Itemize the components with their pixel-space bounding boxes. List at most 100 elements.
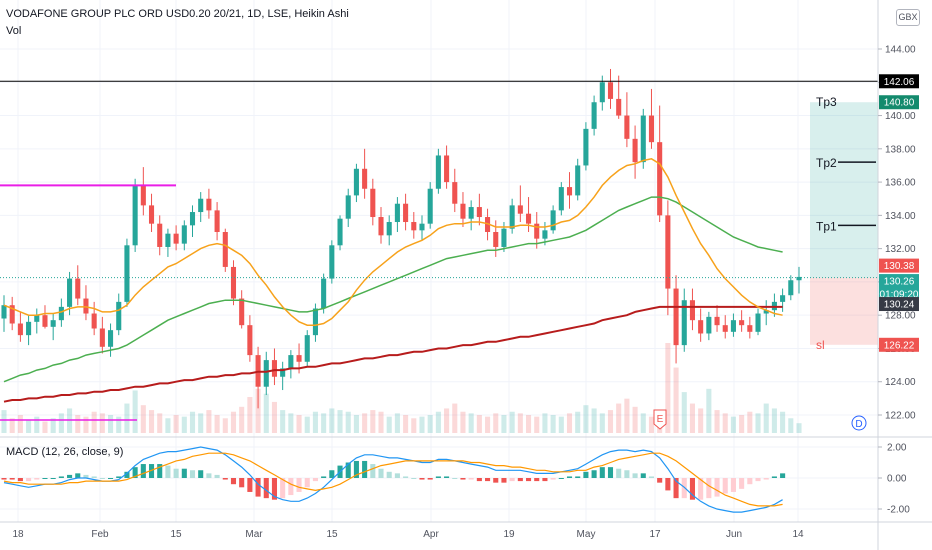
macd-hist-bar — [599, 467, 605, 478]
volume-bar — [542, 413, 548, 433]
macd-hist-bar — [657, 478, 663, 483]
volume-bar — [583, 405, 589, 433]
volume-bar — [788, 418, 794, 433]
earnings-marker[interactable]: E — [653, 409, 667, 430]
volume-bar — [747, 411, 753, 433]
candle-body — [370, 188, 376, 218]
volume-bar — [165, 418, 171, 433]
volume-legend[interactable]: Vol — [6, 25, 22, 37]
volume-bar — [648, 416, 655, 433]
volume-bar — [189, 411, 196, 433]
macd-hist-bar — [222, 478, 228, 480]
candle-body — [353, 168, 359, 196]
stop-loss-zone — [810, 277, 878, 345]
macd-hist-bar — [640, 473, 646, 478]
macd-hist-bar — [706, 478, 712, 499]
candle-body — [435, 155, 441, 189]
candle-body — [673, 288, 679, 346]
volume-bar — [42, 421, 48, 433]
macd-hist-bar — [747, 478, 753, 485]
candle-body — [189, 212, 196, 226]
volume-bar — [558, 416, 564, 433]
price-tick-label: 138.00 — [885, 144, 916, 155]
volume-bar — [99, 413, 105, 433]
dividend-marker[interactable]: D — [851, 415, 867, 431]
volume-bar — [730, 416, 736, 433]
time-tick-label: Feb — [91, 529, 109, 540]
volume-bar — [116, 416, 122, 433]
candle-body — [648, 115, 655, 143]
svg-text:01:09:20: 01:09:20 — [880, 290, 919, 301]
price-tick-label: 144.00 — [885, 45, 916, 56]
volume-bar — [378, 411, 384, 433]
volume-bar — [255, 388, 261, 433]
candle-body — [698, 320, 704, 334]
macd-hist-bar — [771, 476, 777, 478]
candle-body — [362, 168, 368, 189]
volume-bar — [362, 413, 368, 433]
macd-hist-bar — [91, 476, 97, 478]
volume-bar — [304, 416, 310, 433]
macd-hist-bar — [485, 478, 491, 482]
time-axis[interactable]: 18 Feb 15 Mar 15 Apr 19 May 17 Jun 14 — [12, 529, 804, 540]
macd-legend[interactable]: MACD (12, 26, close, 9) — [6, 446, 124, 458]
volume-bar — [640, 413, 646, 433]
price-tag-126-22: 126.22 — [879, 337, 919, 352]
candle-body — [722, 325, 728, 332]
candle-body — [788, 280, 794, 296]
volume-bar — [616, 403, 622, 433]
candle-body — [517, 205, 523, 214]
volume-bar — [263, 393, 269, 433]
candle-body — [280, 368, 286, 377]
volume-bar — [288, 413, 294, 433]
macd-hist-bar — [648, 476, 655, 478]
currency-badge[interactable]: GBX — [896, 9, 920, 26]
macd-hist-bar — [763, 478, 769, 480]
macd-tick-label: -2.00 — [887, 505, 910, 516]
macd-hist-bar — [50, 478, 56, 479]
macd-hist-bar — [140, 464, 146, 478]
volume-bar — [345, 411, 351, 433]
candle-body — [75, 278, 81, 299]
volume-bar — [525, 415, 532, 433]
svg-text:126.22: 126.22 — [884, 340, 915, 351]
candle-body — [304, 335, 310, 362]
candle-body — [583, 128, 589, 166]
macd-hist-bar — [435, 476, 441, 478]
macd-hist-bar — [321, 476, 327, 478]
time-tick-label: 17 — [649, 529, 661, 540]
volume-bar — [599, 413, 605, 433]
price-tick-label: 128.00 — [885, 311, 916, 322]
volume-bar — [124, 403, 130, 433]
time-tick-label: 14 — [792, 529, 804, 540]
symbol-title[interactable]: VODAFONE GROUP PLC ORD USD0.20 20/21, 1D… — [6, 8, 349, 20]
candle-body — [1, 305, 7, 319]
macd-hist-bar — [255, 478, 261, 497]
candle-body — [452, 182, 458, 204]
macd-hist-bar — [345, 462, 351, 478]
candle-body — [329, 245, 335, 279]
macd-axis[interactable]: 2.00 0.00 -2.00 — [878, 443, 910, 516]
volume-bar — [796, 423, 802, 433]
candle-body — [665, 215, 671, 289]
candle-body — [312, 308, 318, 336]
take-profit-zone — [810, 102, 878, 278]
candle-body — [501, 228, 507, 247]
candle-body — [763, 310, 769, 314]
macd-hist-bar — [394, 473, 400, 478]
volume-bar — [91, 411, 97, 433]
volume-bar — [148, 410, 155, 433]
macd-hist-bar — [26, 478, 32, 482]
macd-hist-bar — [739, 478, 745, 489]
candle-body — [542, 230, 548, 239]
price-tick-label: 124.00 — [885, 377, 916, 388]
macd-hist-bar — [542, 478, 548, 482]
macd-hist-bar — [411, 478, 417, 479]
macd-hist-bar — [148, 464, 155, 478]
macd-hist-bar — [624, 470, 630, 478]
candle-body — [91, 313, 97, 329]
volume-bar — [280, 410, 286, 433]
macd-hist-bar — [386, 471, 392, 478]
candle-body — [271, 360, 278, 377]
